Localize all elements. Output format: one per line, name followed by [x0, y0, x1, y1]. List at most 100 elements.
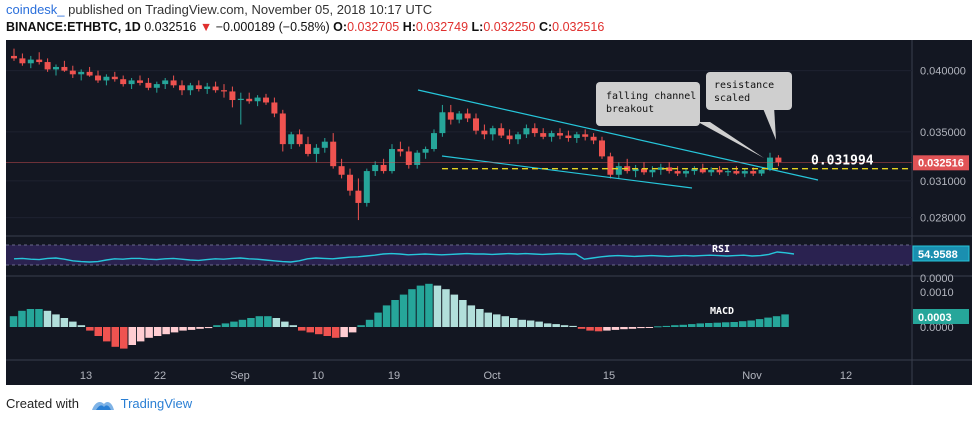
macd-bar	[518, 319, 526, 327]
candle-body	[431, 133, 437, 150]
time-axis-tick: 12	[840, 370, 852, 382]
open-value: 0.032705	[347, 20, 400, 34]
price-axis-tick: 0.028000	[920, 213, 966, 225]
macd-bar	[340, 327, 348, 338]
candle-body	[170, 80, 177, 86]
open-label: O:	[333, 20, 348, 34]
macd-bar	[671, 325, 679, 327]
macd-bar	[281, 321, 289, 327]
candle-body	[187, 85, 194, 91]
ticker-line: BINANCE:ETHBTC, 1D 0.032516 ▼ −0.000189 …	[6, 20, 604, 34]
callout-pointer	[698, 122, 764, 158]
callout-box	[596, 82, 700, 126]
macd-bar	[603, 327, 611, 331]
candle-body	[422, 149, 429, 153]
macd-bar	[611, 327, 620, 330]
macd-bar	[569, 325, 577, 327]
rsi-line	[13, 251, 795, 263]
chart-area[interactable]: 0.031994 falling channel breakout resist…	[6, 40, 972, 385]
macd-bar	[170, 327, 179, 333]
candle-body	[162, 80, 169, 85]
macd-bar	[196, 327, 204, 329]
macd-bar	[306, 327, 314, 333]
macd-bar	[408, 289, 416, 327]
time-axis-tick: 10	[312, 370, 324, 382]
time-axis-tick: Oct	[483, 370, 500, 382]
candle-body	[338, 166, 345, 175]
macd-bar	[594, 327, 603, 332]
candle-body	[464, 113, 471, 119]
macd-value-tag-box	[913, 309, 969, 324]
macd-bar	[493, 314, 501, 327]
candle-body	[212, 86, 219, 91]
candle-body	[515, 134, 521, 140]
tradingview-link[interactable]: TradingView	[120, 396, 193, 411]
candle-body	[128, 80, 135, 85]
macd-bar	[365, 319, 374, 327]
candle-body	[708, 169, 715, 173]
author-name[interactable]: coindesk_	[6, 2, 65, 17]
time-axis[interactable]: 13 22 Sep 10 19 Oct 15 Nov 12	[80, 370, 852, 382]
last-price-tag-box	[913, 155, 969, 171]
macd-bar	[348, 327, 357, 333]
candle-body	[641, 168, 647, 173]
candle-body	[347, 174, 353, 191]
macd-bar	[577, 327, 586, 329]
candle-body	[758, 169, 765, 174]
candle-body	[481, 130, 488, 135]
macd-bar	[272, 318, 281, 327]
macd-bar	[315, 327, 323, 335]
callout-pointer	[762, 106, 776, 140]
macd-bar	[586, 327, 594, 331]
macd-bar	[264, 316, 272, 327]
rsi-value-tag-box	[912, 245, 970, 262]
macd-bar	[781, 314, 789, 327]
macd-bar	[433, 285, 442, 327]
macd-histogram	[9, 283, 789, 349]
macd-bar	[755, 319, 764, 327]
candle-body	[498, 128, 505, 136]
candle-body	[489, 128, 496, 135]
candle-body	[246, 98, 253, 102]
candle-body	[153, 84, 160, 88]
close-value: 0.032516	[552, 20, 605, 34]
candle-body	[296, 134, 303, 145]
candle-body	[447, 112, 454, 120]
macd-bar	[111, 327, 119, 347]
close-label: C:	[538, 20, 553, 34]
candle-body	[666, 167, 673, 172]
time-axis-tick: 13	[80, 370, 92, 382]
chart-svg[interactable]: 0.031994 falling channel breakout resist…	[6, 40, 972, 385]
candle-body	[27, 59, 34, 64]
price-axis[interactable]: 0.040000 0.035000 0.031000 0.028000	[920, 66, 966, 225]
candle-body	[355, 190, 362, 203]
macd-bar	[501, 316, 509, 327]
callout-box	[706, 72, 792, 110]
candle-body	[573, 134, 580, 138]
candle-body	[565, 135, 572, 138]
macd-bar	[764, 317, 772, 327]
macd-bar	[323, 327, 331, 336]
candle-body	[716, 169, 723, 173]
macd-bar	[552, 324, 560, 327]
candle-body	[237, 98, 244, 101]
price-axis-tick: 0.040000	[920, 66, 966, 78]
macd-axis-tick: 0.0000	[920, 322, 954, 334]
candle-body	[699, 168, 706, 173]
macd-bar	[442, 289, 450, 327]
candle-body	[36, 59, 43, 63]
macd-bar	[382, 305, 391, 327]
candle-body	[389, 149, 395, 172]
macd-bar	[179, 327, 187, 331]
candle-body	[254, 97, 261, 102]
candle-body	[506, 135, 513, 140]
macd-bar	[153, 327, 162, 336]
candle-body	[221, 90, 227, 92]
candle-body	[741, 171, 748, 174]
candle-body	[61, 66, 68, 71]
macd-bar	[204, 327, 213, 329]
candle-body	[19, 58, 26, 64]
macd-bar	[43, 310, 52, 327]
macd-bar	[255, 316, 264, 327]
down-arrow-icon: ▼	[199, 20, 213, 34]
